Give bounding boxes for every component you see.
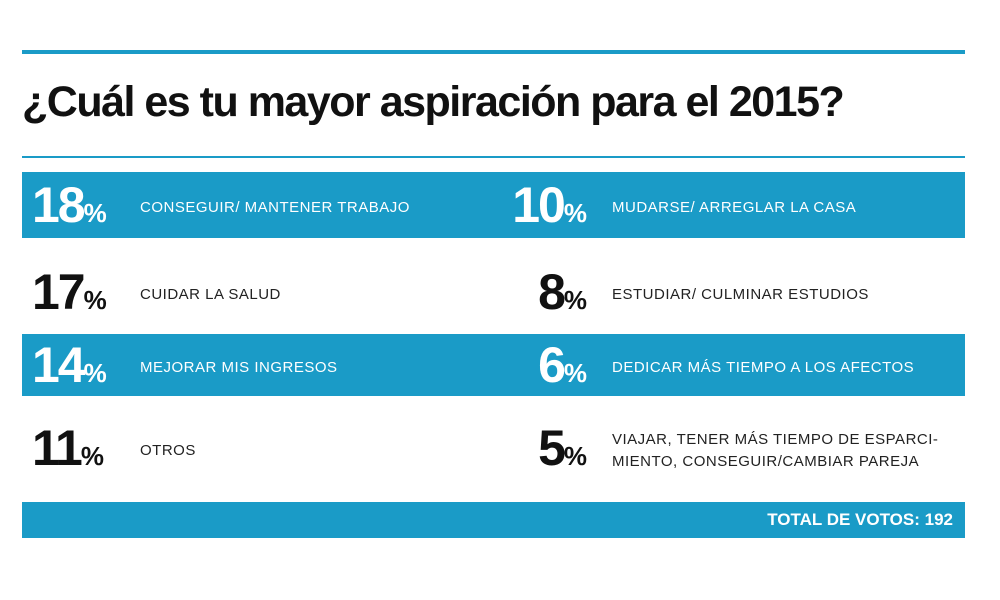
title-rule bbox=[22, 156, 965, 158]
option-label-line: ESTUDIAR/ CULMINAR ESTUDIOS bbox=[612, 286, 869, 303]
footer-text: TOTAL DE VOTOS: 192 bbox=[767, 510, 953, 529]
option-label: DEDICAR MÁS TIEMPO A LOS AFECTOS bbox=[612, 357, 914, 379]
option-label: OTROS bbox=[140, 440, 196, 462]
percentage: 5% bbox=[538, 423, 587, 473]
option-label: CONSEGUIR/ MANTENER TRABAJO bbox=[140, 197, 410, 219]
percentage-unit: % bbox=[80, 441, 104, 471]
option-label-line: MEJORAR MIS INGRESOS bbox=[140, 359, 338, 376]
option-label-line: DEDICAR MÁS TIEMPO A LOS AFECTOS bbox=[612, 359, 915, 376]
percentage: 17% bbox=[32, 267, 107, 317]
percentage-unit: % bbox=[83, 358, 107, 388]
percentage-unit: % bbox=[563, 198, 587, 228]
title: ¿Cuál es tu mayor aspiración para el 201… bbox=[22, 78, 845, 126]
row: 17% CUIDAR LA SALUD 8% ESTUDIAR/ CULMINAR E… bbox=[22, 252, 965, 332]
percentage: 10% bbox=[512, 180, 587, 230]
percentage-number: 6 bbox=[538, 337, 566, 393]
percentage: 14% bbox=[32, 340, 107, 390]
percentage: 18% bbox=[32, 180, 107, 230]
row: 18% CONSEGUIR/ MANTENER TRABAJO 10% MUDARSE… bbox=[22, 172, 965, 238]
percentage: 11% bbox=[32, 423, 104, 473]
percentage-number: 10 bbox=[512, 177, 566, 233]
percentage-number: 5 bbox=[538, 420, 566, 476]
row: 11% OTROS 5% VIAJAR, TENER MÁS TIEMPO DE ES… bbox=[22, 410, 965, 486]
row-band bbox=[22, 172, 965, 238]
percentage: 8% bbox=[538, 267, 587, 317]
option-label: ESTUDIAR/ CULMINAR ESTUDIOS bbox=[612, 284, 869, 306]
option-label-line: MUDARSE/ ARREGLAR LA CASA bbox=[612, 199, 857, 216]
percentage-unit: % bbox=[563, 285, 587, 315]
percentage-number: 8 bbox=[538, 264, 566, 320]
row: 14% MEJORAR MIS INGRESOS 6% DEDICAR MÁS TIE… bbox=[22, 334, 965, 396]
option-label: CUIDAR LA SALUD bbox=[140, 284, 281, 306]
option-label: VIAJAR, TENER MÁS TIEMPO DE ESPARCI- MIEN… bbox=[612, 429, 938, 473]
option-label-line: CONSEGUIR/ MANTENER TRABAJO bbox=[140, 199, 410, 216]
percentage-number: 17 bbox=[32, 264, 86, 320]
percentage-unit: % bbox=[563, 441, 587, 471]
percentage: 6% bbox=[538, 340, 587, 390]
footer-bar: TOTAL DE VOTOS: 192 bbox=[22, 502, 965, 538]
percentage-number: 18 bbox=[32, 177, 86, 233]
option-label-line: VIAJAR, TENER MÁS TIEMPO DE ESPARCI- bbox=[612, 431, 939, 448]
percentage-number: 11 bbox=[32, 420, 83, 476]
option-label-line: CUIDAR LA SALUD bbox=[140, 286, 281, 303]
option-label-line: OTROS bbox=[140, 442, 196, 459]
percentage-unit: % bbox=[563, 358, 587, 388]
option-label-line: MIENTO, CONSEGUIR/CAMBIAR PAREJA bbox=[612, 453, 920, 470]
option-label: MEJORAR MIS INGRESOS bbox=[140, 357, 338, 379]
percentage-unit: % bbox=[83, 198, 107, 228]
percentage-unit: % bbox=[83, 285, 107, 315]
option-label: MUDARSE/ ARREGLAR LA CASA bbox=[612, 197, 856, 219]
percentage-number: 14 bbox=[32, 337, 86, 393]
top-rule bbox=[22, 50, 965, 54]
row-band bbox=[22, 334, 965, 396]
